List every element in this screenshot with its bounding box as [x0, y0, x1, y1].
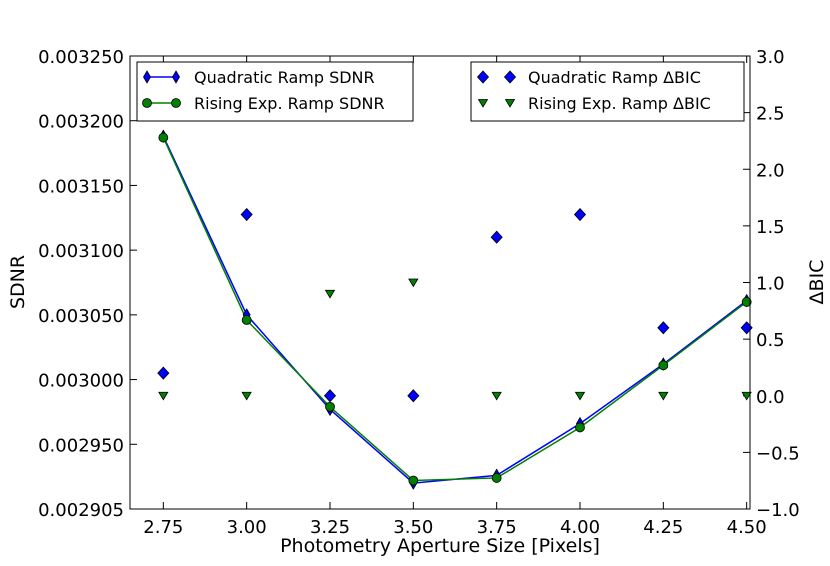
legend-marker-3-a — [477, 99, 489, 108]
legend-dbic-markers — [476, 70, 517, 108]
x-tick-label: 3.25 — [310, 517, 350, 538]
legend-marker-2-b — [503, 70, 517, 84]
left-tick-label: 0.002905 — [38, 500, 124, 521]
right-tick-label: 3.0 — [756, 47, 785, 68]
x-tick-label: 4.00 — [560, 517, 600, 538]
legend-marker-3-b — [504, 99, 516, 108]
series-3-point — [658, 391, 669, 401]
legend-dbic-box — [470, 61, 745, 122]
right-tick-label: −0.5 — [756, 443, 800, 464]
plot-frame — [129, 55, 751, 510]
right-tick-label: 0.5 — [756, 330, 785, 351]
series-2-point — [407, 389, 420, 403]
legend-sdnr-markers — [142, 70, 181, 108]
series-2-point — [323, 389, 337, 403]
legend-marker-0-a — [143, 70, 151, 84]
right-tick-label: 1.5 — [756, 217, 785, 238]
series-3-point — [741, 391, 752, 401]
y-axis-label-right: ΔBIC — [806, 260, 828, 305]
y-axis-label-left: SDNR — [7, 255, 29, 309]
x-tick-label: 4.25 — [643, 517, 683, 538]
right-tick-label: 1.0 — [756, 274, 785, 295]
right-tick-label: 2.5 — [756, 104, 785, 125]
series-2-point — [240, 207, 253, 222]
left-axis-ticks: 0.002905 0.002950 0.003000 0.003050 0.003100… — [38, 47, 137, 521]
series-layer — [157, 129, 753, 490]
series-line-1 — [162, 137, 748, 482]
series-3-point — [324, 289, 336, 299]
series-3-point — [574, 391, 586, 401]
series-1-point — [741, 297, 752, 307]
legend-label-rising-sdnr: Rising Exp. Ramp SDNR — [194, 94, 385, 113]
x-axis-label: Photometry Aperture Size [Pixels] — [280, 535, 600, 557]
x-tick-label: 3.00 — [227, 517, 267, 538]
x-tick-label: 3.50 — [393, 517, 433, 538]
legend-marker-1-a — [142, 98, 152, 108]
series-2-point — [573, 207, 587, 222]
plot-area — [130, 56, 750, 509]
legend-marker-0-b — [172, 70, 180, 84]
x-tick-label: 3.75 — [477, 517, 517, 538]
x-axis-ticks: 2.75 3.00 3.25 3.50 3.75 4.00 4.25 4.50 — [143, 56, 767, 538]
series-1-point — [241, 315, 252, 325]
x-tick-label: 4.50 — [727, 517, 767, 538]
legend-marker-2-a — [476, 70, 490, 84]
x-tick-label: 2.75 — [143, 517, 183, 538]
left-tick-label: 0.003050 — [38, 306, 124, 327]
series-1-point — [158, 132, 169, 143]
series-2-point — [490, 230, 503, 244]
series-1-point — [325, 401, 335, 412]
series-1-point — [491, 473, 502, 483]
left-tick-label: 0.003250 — [38, 47, 124, 68]
series-3-point — [491, 391, 502, 401]
series-3-point — [408, 278, 419, 288]
left-tick-label: 0.002950 — [38, 435, 124, 456]
right-tick-label: 2.0 — [756, 160, 785, 181]
left-tick-label: 0.003200 — [38, 112, 124, 133]
right-tick-label: 0.0 — [756, 387, 785, 408]
left-tick-label: 0.003150 — [38, 176, 124, 197]
legend-label-quadratic-sdnr: Quadratic Ramp SDNR — [194, 68, 375, 87]
right-tick-label: −1.0 — [756, 500, 800, 521]
legend-label-rising-dbic: Rising Exp. Ramp ΔBIC — [528, 94, 711, 113]
series-3-point — [241, 391, 252, 401]
legend-marker-1-b — [171, 98, 181, 108]
legend-dbic: Quadratic Ramp ΔBIC Rising Exp. Ramp ΔBI… — [470, 61, 745, 122]
left-tick-label: 0.003000 — [38, 371, 124, 392]
legend-sdnr: Quadratic Ramp SDNR Rising Exp. Ramp SDN… — [136, 61, 414, 122]
series-3-point — [158, 391, 169, 401]
right-axis-ticks: −1.0 −0.5 0.0 0.5 1.0 1.5 2.0 2.5 3.0 — [743, 47, 800, 521]
series-2-point — [657, 321, 670, 335]
series-1-point — [575, 422, 585, 433]
series-2-point — [157, 366, 170, 380]
legend-label-quadratic-dbic: Quadratic Ramp ΔBIC — [528, 68, 701, 87]
series-1-point — [658, 360, 669, 371]
left-tick-label: 0.003100 — [38, 241, 124, 262]
legend-sdnr-box — [136, 61, 414, 122]
series-1-point — [408, 475, 419, 486]
